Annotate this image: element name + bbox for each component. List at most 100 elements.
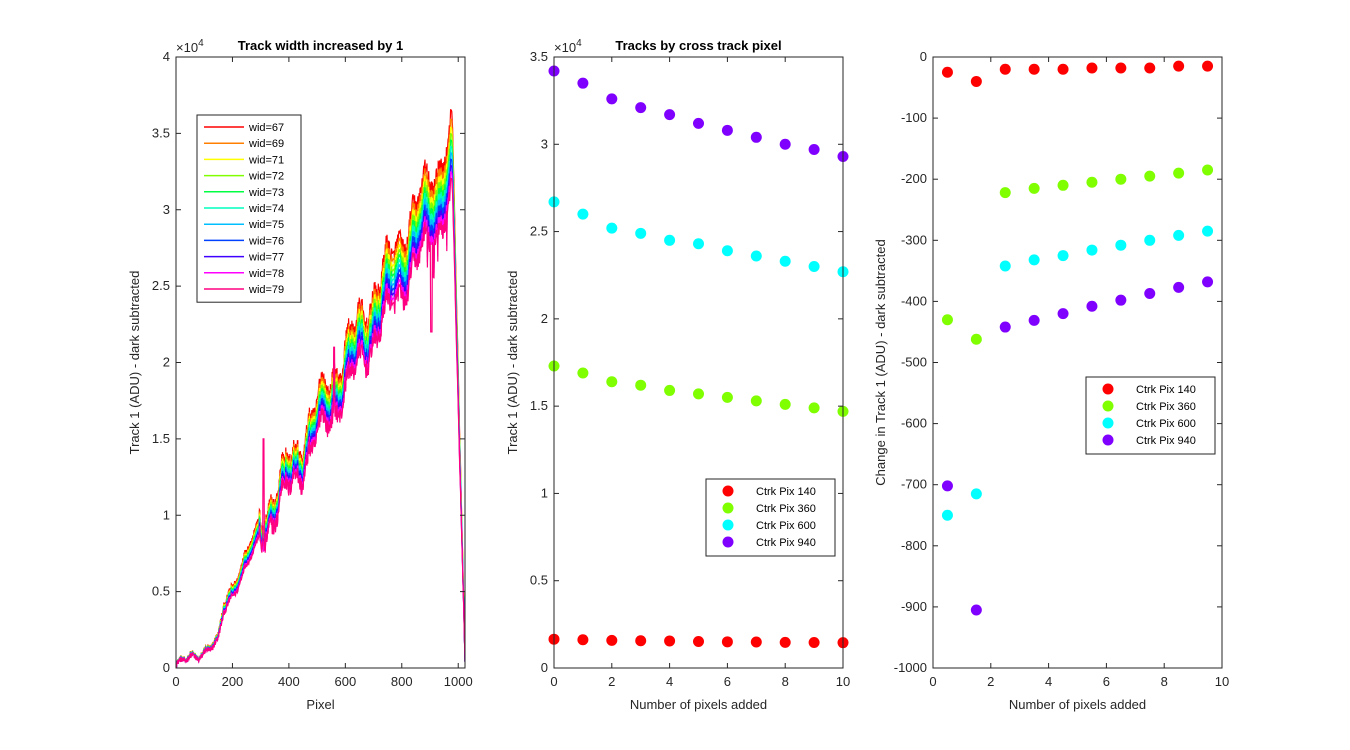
y-tick-label: 1 <box>541 485 548 500</box>
chart-2: 0 2 4 6 8 1000.511.522.533.5×104 Tracks by cro… <box>505 38 850 712</box>
y-tick-label: -700 <box>901 477 927 492</box>
data-point <box>941 314 953 326</box>
data-point <box>941 480 953 492</box>
data-point <box>808 144 820 156</box>
data-point <box>635 635 647 647</box>
data-point <box>970 75 982 87</box>
x-tick-label: 4 <box>1045 674 1052 689</box>
data-point <box>1173 60 1185 72</box>
data-point <box>1202 164 1214 176</box>
x-tick-label: 0 <box>550 674 557 689</box>
x-tick-label: 10 <box>1215 674 1229 689</box>
legend-entry: Ctrk Pix 140 <box>1136 384 1196 396</box>
data-point <box>1086 300 1098 312</box>
axes-frame <box>932 56 1223 669</box>
y-tick-label: 2 <box>541 311 548 326</box>
y-tick-label: 2.5 <box>152 278 170 293</box>
legend-marker <box>1102 417 1114 429</box>
data-point <box>1057 308 1069 320</box>
data-point <box>1028 63 1040 75</box>
legend: Ctrk Pix 140 Ctrk Pix 360 Ctrk Pix 600 Ctrk… <box>1085 376 1216 455</box>
data-point <box>606 634 618 646</box>
y-tick-label: -900 <box>901 599 927 614</box>
data-point <box>721 124 733 136</box>
x-tick-label: 8 <box>782 674 789 689</box>
data-point <box>664 234 676 246</box>
x-tick-label: 800 <box>391 674 413 689</box>
axes-frame <box>553 56 844 669</box>
y-tick-label: 2 <box>163 355 170 370</box>
data-point <box>1028 314 1040 326</box>
data-point <box>970 604 982 616</box>
y-exponent-base: ×10 <box>176 40 198 55</box>
y-tick-label: -400 <box>901 293 927 308</box>
data-point <box>750 636 762 648</box>
data-point <box>779 398 791 410</box>
legend-marker <box>1102 434 1114 446</box>
data-point <box>1086 62 1098 74</box>
data-point <box>999 321 1011 333</box>
x-tick-label: 0 <box>172 674 179 689</box>
x-tick-label: 2 <box>608 674 615 689</box>
y-axis-label: Track 1 (ADU) - dark subtracted <box>505 271 520 455</box>
data-point <box>693 117 704 129</box>
data-point <box>808 260 820 272</box>
y-tick-label: 3.5 <box>530 49 548 64</box>
y-tick-label: 1.5 <box>530 398 548 413</box>
legend-entry: wid=69 <box>248 138 284 150</box>
data-point <box>635 102 647 114</box>
data-point <box>1115 239 1127 251</box>
data-point <box>808 402 820 414</box>
data-point <box>779 636 791 648</box>
data-point <box>808 637 820 649</box>
legend-entry: wid=74 <box>248 203 284 215</box>
legend-entry: Ctrk Pix 360 <box>1136 401 1196 413</box>
legend-entry: wid=73 <box>248 187 284 199</box>
data-point <box>1202 276 1214 288</box>
data-point <box>1115 173 1127 185</box>
legend-entry: Ctrk Pix 360 <box>756 503 816 515</box>
y-exponent-power: 4 <box>198 38 204 49</box>
data-point <box>1086 176 1098 188</box>
series-line-wid=79 <box>176 177 465 668</box>
data-point <box>999 260 1011 272</box>
data-point <box>577 208 589 220</box>
data-point <box>999 63 1011 75</box>
data-point <box>664 635 676 647</box>
x-tick-label: 6 <box>1103 674 1110 689</box>
chart-title: Track width increased by 1 <box>238 38 403 53</box>
data-point <box>999 187 1011 199</box>
data-point <box>1144 234 1156 246</box>
data-point <box>1173 229 1185 241</box>
legend-entry: Ctrk Pix 140 <box>756 486 816 498</box>
plot-area-1 <box>176 109 465 668</box>
x-tick-label: 8 <box>1161 674 1168 689</box>
legend-entry: Ctrk Pix 600 <box>1136 418 1196 430</box>
y-tick-label: 2.5 <box>530 224 548 239</box>
legend-marker <box>722 502 734 514</box>
axes-frame <box>175 56 466 669</box>
legend-entry: wid=75 <box>248 219 284 231</box>
legend-entry: wid=78 <box>248 268 284 280</box>
data-point <box>1173 281 1185 293</box>
plot-area-3 <box>941 60 1214 616</box>
legend: wid=67 wid=69 wid=71 wid=72 wid=73 wid=74 wid=… <box>196 114 302 303</box>
data-point <box>1173 167 1185 179</box>
data-point <box>606 222 618 234</box>
data-point <box>970 333 982 345</box>
data-point <box>1028 254 1040 266</box>
data-point <box>1115 294 1127 306</box>
data-point <box>693 635 704 647</box>
y-tick-label: -500 <box>901 355 927 370</box>
data-point <box>750 250 762 262</box>
y-tick-label: 0 <box>163 660 170 675</box>
data-point <box>693 238 704 250</box>
y-tick-label: 4 <box>163 49 170 64</box>
legend-entry: wid=67 <box>248 122 284 134</box>
y-tick-label: 3 <box>541 136 548 151</box>
x-tick-label: 6 <box>724 674 731 689</box>
y-tick-label: -300 <box>901 232 927 247</box>
legend-entry: Ctrk Pix 600 <box>756 520 816 532</box>
y-tick-label: 0 <box>541 660 548 675</box>
